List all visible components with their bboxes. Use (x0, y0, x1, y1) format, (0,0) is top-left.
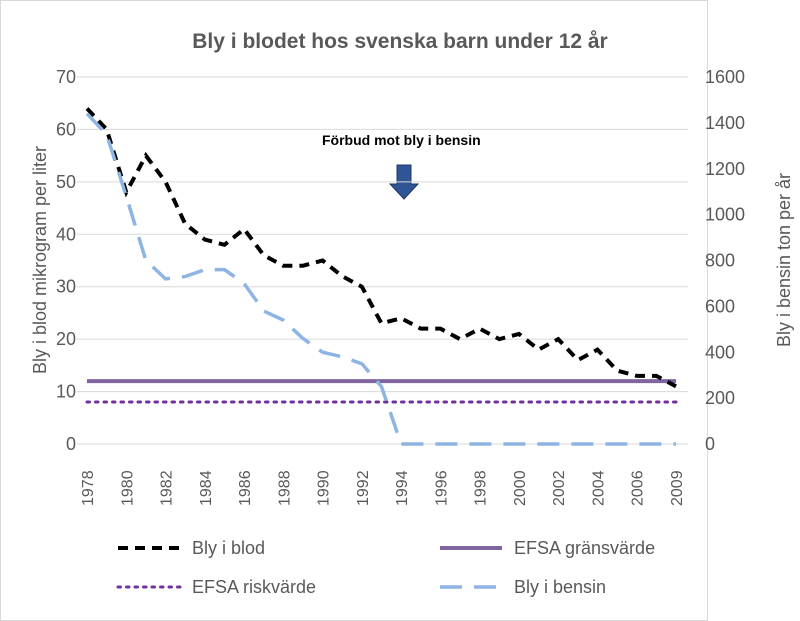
x-tick-label: 1992 (355, 470, 372, 506)
y2-tick-label: 400 (705, 342, 735, 362)
legend-label: Bly i bensin (514, 577, 606, 597)
x-tick-label: 2002 (551, 470, 568, 506)
y2-tick-label: 800 (705, 251, 735, 271)
x-tick-label: 2004 (590, 470, 607, 506)
y2-tick-label: 1200 (705, 159, 745, 179)
x-tick-label: 1996 (433, 470, 450, 506)
y-tick-label: 60 (56, 119, 76, 139)
y-tick-label: 50 (56, 172, 76, 192)
y2-axis-title: Bly i bensin ton per år (774, 173, 794, 347)
annotation: Förbud mot bly i bensin (322, 132, 481, 148)
x-tick-label: 1998 (473, 470, 490, 506)
y-axis-title: Bly i blod mikrogram per liter (30, 146, 50, 374)
x-tick-label: 2009 (669, 470, 686, 506)
y-tick-label: 0 (66, 434, 76, 454)
x-tick-label: 1978 (80, 470, 97, 506)
x-tick-label: 1988 (276, 470, 293, 506)
legend-label: EFSA riskvärde (192, 577, 316, 597)
y2-tick-label: 0 (705, 434, 715, 454)
x-tick-label: 2000 (512, 470, 529, 506)
x-tick-label: 1986 (237, 470, 254, 506)
legend-label: Bly i blod (192, 538, 265, 558)
y-tick-label: 20 (56, 329, 76, 349)
x-tick-label: 1994 (394, 470, 411, 506)
y2-tick-label: 1400 (705, 113, 745, 133)
y2-tick-label: 200 (705, 388, 735, 408)
y2-tick-label: 600 (705, 296, 735, 316)
chart-border (0, 0, 708, 621)
y-tick-label: 40 (56, 224, 76, 244)
legend-label: EFSA gränsvärde (514, 538, 655, 558)
x-tick-label: 2006 (630, 470, 647, 506)
y2-tick-label: 1000 (705, 205, 745, 225)
x-tick-label: 1980 (119, 470, 136, 506)
y-tick-label: 30 (56, 277, 76, 297)
x-tick-label: 1982 (159, 470, 176, 506)
y-tick-label: 10 (56, 382, 76, 402)
x-tick-label: 1990 (316, 470, 333, 506)
x-tick-label: 1984 (198, 470, 215, 506)
y2-tick-label: 1600 (705, 67, 745, 87)
y-tick-label: 70 (56, 67, 76, 87)
chart-title: Bly i blodet hos svenska barn under 12 å… (192, 30, 607, 53)
line-series (85, 112, 676, 446)
